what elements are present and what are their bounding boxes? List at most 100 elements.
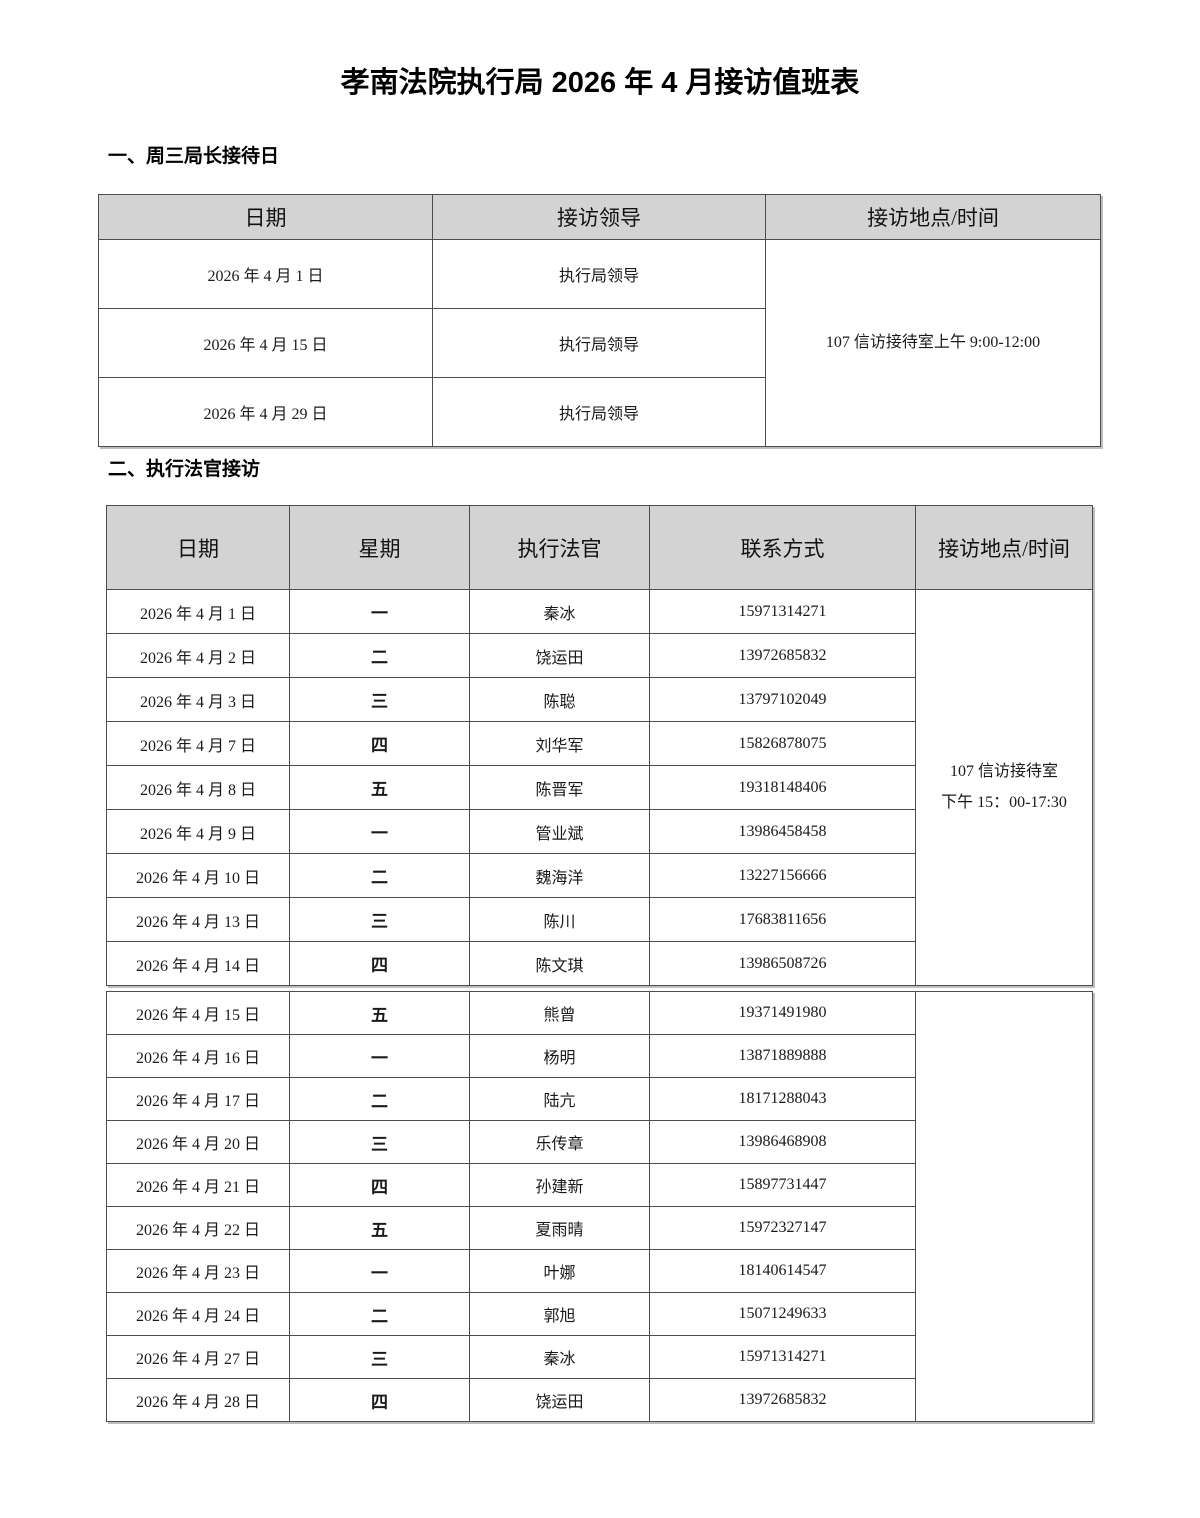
weekday-cell: 三: [289, 897, 470, 942]
date-cell: 2026 年 4 月 21 日: [106, 1163, 290, 1207]
column-header-judge: 执行法官: [469, 505, 650, 590]
judge-reception-table-part2: 2026 年 4 月 15 日 五 熊曾 19371491980 2026 年 …: [106, 991, 1093, 1422]
judge-cell: 杨明: [469, 1034, 650, 1078]
weekday-cell: 四: [289, 1163, 470, 1207]
date-cell: 2026 年 4 月 29 日: [98, 377, 433, 447]
weekday-cell: 二: [289, 1077, 470, 1121]
judge-cell: 陈文琪: [469, 941, 650, 986]
location-time-merged-cell: 107 信访接待室 下午 15：00-17:30: [915, 589, 1093, 986]
date-cell: 2026 年 4 月 16 日: [106, 1034, 290, 1078]
judge-cell: 魏海洋: [469, 853, 650, 898]
judge-cell: 夏雨晴: [469, 1206, 650, 1250]
date-cell: 2026 年 4 月 14 日: [106, 941, 290, 986]
date-cell: 2026 年 4 月 7 日: [106, 721, 290, 766]
phone-cell: 13986468908: [649, 1120, 916, 1164]
table-row: 2026 年 4 月 2 日 二 饶运田 13972685832: [106, 633, 1093, 678]
date-cell: 2026 年 4 月 3 日: [106, 677, 290, 722]
location-time-line: 下午 15：00-17:30: [941, 793, 1067, 811]
table-row: 2026 年 4 月 24 日 二 郭旭 15071249633: [106, 1292, 1093, 1336]
phone-cell: 13871889888: [649, 1034, 916, 1078]
leader-cell: 执行局领导: [432, 377, 766, 447]
judge-cell: 熊曾: [469, 991, 650, 1035]
judge-cell: 饶运田: [469, 633, 650, 678]
judge-cell: 陈晋军: [469, 765, 650, 810]
judge-cell: 郭旭: [469, 1292, 650, 1336]
date-cell: 2026 年 4 月 9 日: [106, 809, 290, 854]
column-header-date: 日期: [98, 194, 433, 240]
date-cell: 2026 年 4 月 2 日: [106, 633, 290, 678]
leader-cell: 执行局领导: [432, 308, 766, 378]
phone-cell: 15071249633: [649, 1292, 916, 1336]
table-row: 2026 年 4 月 9 日 一 管业斌 13986458458: [106, 809, 1093, 854]
table-row: 2026 年 4 月 21 日 四 孙建新 15897731447: [106, 1163, 1093, 1207]
column-header-weekday: 星期: [289, 505, 470, 590]
location-time-line: 107 信访接待室: [949, 763, 1058, 781]
date-cell: 2026 年 4 月 8 日: [106, 765, 290, 810]
director-reception-table-body: 2026 年 4 月 1 日 执行局领导 107 信访接待室上午 9:00-12…: [98, 239, 1101, 447]
phone-cell: 18140614547: [649, 1249, 916, 1293]
weekday-cell: 五: [289, 765, 470, 810]
column-header-location-time: 接访地点/时间: [915, 505, 1093, 590]
table-row: 2026 年 4 月 28 日 四 饶运田 13972685832: [106, 1378, 1093, 1422]
judge-cell: 陆亢: [469, 1077, 650, 1121]
date-cell: 2026 年 4 月 15 日: [98, 308, 433, 378]
date-cell: 2026 年 4 月 28 日: [106, 1378, 290, 1422]
judge-cell: 孙建新: [469, 1163, 650, 1207]
judge-cell: 乐传章: [469, 1120, 650, 1164]
judge-cell: 饶运田: [469, 1378, 650, 1422]
weekday-cell: 四: [289, 941, 470, 986]
phone-cell: 15971314271: [649, 1335, 916, 1379]
leader-cell: 执行局领导: [432, 239, 766, 309]
location-time-merged-cell: 107 信访接待室上午 9:00-12:00: [765, 239, 1101, 447]
date-cell: 2026 年 4 月 22 日: [106, 1206, 290, 1250]
weekday-cell: 一: [289, 589, 470, 634]
location-time-merged-cell-empty: [915, 991, 1093, 1422]
judge-cell: 刘华军: [469, 721, 650, 766]
weekday-cell: 一: [289, 1034, 470, 1078]
judge-cell: 秦冰: [469, 1335, 650, 1379]
weekday-cell: 一: [289, 809, 470, 854]
table-row: 2026 年 4 月 1 日 执行局领导 107 信访接待室上午 9:00-12…: [98, 239, 1101, 447]
table-row: 2026 年 4 月 14 日 四 陈文琪 13986508726: [106, 941, 1093, 986]
judge-cell: 管业斌: [469, 809, 650, 854]
phone-cell: 15826878075: [649, 721, 916, 766]
date-cell: 2026 年 4 月 15 日: [106, 991, 290, 1035]
table-row: 2026 年 4 月 29 日 执行局领导: [98, 377, 1101, 447]
phone-cell: 15972327147: [649, 1206, 916, 1250]
table-row: 2026 年 4 月 20 日 三 乐传章 13986468908: [106, 1120, 1093, 1164]
weekday-cell: 五: [289, 991, 470, 1035]
table-row: 2026 年 4 月 15 日 执行局领导: [98, 308, 1101, 378]
date-cell: 2026 年 4 月 13 日: [106, 897, 290, 942]
section1-heading: 一、周三局长接待日: [108, 146, 280, 167]
column-header-date: 日期: [106, 505, 290, 590]
date-cell: 2026 年 4 月 1 日: [106, 589, 290, 634]
phone-cell: 13227156666: [649, 853, 916, 898]
column-header-leader: 接访领导: [432, 194, 766, 240]
phone-cell: 19318148406: [649, 765, 916, 810]
judge-reception-table-body-2: 2026 年 4 月 15 日 五 熊曾 19371491980 2026 年 …: [106, 991, 1093, 1422]
section2-heading: 二、执行法官接访: [108, 459, 261, 480]
weekday-cell: 二: [289, 633, 470, 678]
phone-cell: 15897731447: [649, 1163, 916, 1207]
weekday-cell: 二: [289, 853, 470, 898]
phone-cell: 18171288043: [649, 1077, 916, 1121]
phone-cell: 13972685832: [649, 1378, 916, 1422]
judge-cell: 叶娜: [469, 1249, 650, 1293]
date-cell: 2026 年 4 月 1 日: [98, 239, 433, 309]
phone-cell: 15971314271: [649, 589, 916, 634]
weekday-cell: 四: [289, 1378, 470, 1422]
phone-cell: 13797102049: [649, 677, 916, 722]
table-row: 2026 年 4 月 8 日 五 陈晋军 19318148406: [106, 765, 1093, 810]
weekday-cell: 四: [289, 721, 470, 766]
weekday-cell: 二: [289, 1292, 470, 1336]
weekday-cell: 三: [289, 677, 470, 722]
phone-cell: 13972685832: [649, 633, 916, 678]
table-row: 2026 年 4 月 15 日 五 熊曾 19371491980: [106, 991, 1093, 1422]
date-cell: 2026 年 4 月 23 日: [106, 1249, 290, 1293]
judge-reception-table-part1: 日期 星期 执行法官 联系方式 接访地点/时间 2026 年 4 月 1 日 一…: [106, 505, 1093, 986]
date-cell: 2026 年 4 月 10 日: [106, 853, 290, 898]
director-reception-table: 日期 接访领导 接访地点/时间 2026 年 4 月 1 日 执行局领导 107…: [98, 194, 1101, 447]
weekday-cell: 五: [289, 1206, 470, 1250]
phone-cell: 13986458458: [649, 809, 916, 854]
date-cell: 2026 年 4 月 24 日: [106, 1292, 290, 1336]
